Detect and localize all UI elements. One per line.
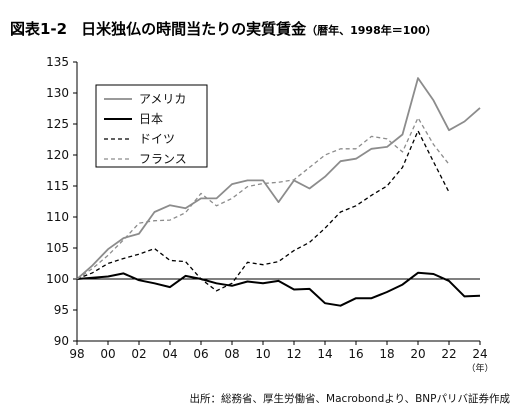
series-line-1: [76, 271, 481, 307]
x-tick-label: 08: [224, 347, 239, 361]
axes: 90 95 100 105 110 115 120 125 130 135 98 00 02 04 06 08…: [46, 55, 488, 361]
y-tick-label: 120: [46, 148, 69, 162]
x-tick-label: 20: [410, 347, 425, 361]
x-axis-unit-label: （年）: [466, 362, 493, 374]
y-tick-label: 90: [54, 334, 69, 348]
x-tick-label: 12: [286, 347, 301, 361]
x-tick-label: 14: [317, 347, 332, 361]
y-tick-label: 125: [46, 117, 69, 131]
legend-label-1: 日本: [139, 112, 163, 126]
y-tick-label: 105: [46, 241, 69, 255]
x-tick-label: 06: [193, 347, 208, 361]
x-tick-label: 24: [472, 347, 487, 361]
title-main-text: 日米独仏の時間当たりの実質賃金: [81, 20, 307, 38]
legend-label-0: アメリカ: [139, 92, 186, 106]
x-tick-label: 18: [379, 347, 394, 361]
title-subtitle: （暦年、1998年＝100）: [306, 23, 437, 37]
series-line-2: [76, 130, 450, 292]
y-tick-label: 135: [46, 55, 69, 69]
chart-title: 図表1-2 日米独仏の時間当たりの実質賃金（暦年、1998年＝100）: [10, 20, 437, 38]
series-line-3: [76, 117, 450, 280]
x-tick-label: 22: [441, 347, 456, 361]
y-tick-label: 95: [54, 303, 69, 317]
legend-label-3: フランス: [139, 152, 187, 166]
x-tick-label: 10: [255, 347, 270, 361]
y-tick-label: 130: [46, 86, 69, 100]
source-note: 出所：総務省、厚生労働省、Macrobondより、BNPパリバ証券作成: [190, 392, 511, 405]
series-line-0: [76, 77, 481, 280]
y-tick-label: 115: [46, 179, 69, 193]
figure-number: 図表1-2: [10, 20, 67, 38]
x-tick-label: 00: [100, 347, 115, 361]
x-tick-label: 02: [131, 347, 146, 361]
x-tick-label: 98: [69, 347, 84, 361]
x-tick-label: 04: [162, 347, 177, 361]
x-tick-label: 16: [348, 347, 363, 361]
y-tick-label: 100: [46, 272, 69, 286]
series-layer: [76, 77, 481, 307]
y-tick-label: 110: [46, 210, 69, 224]
legend-label-2: ドイツ: [139, 132, 175, 146]
